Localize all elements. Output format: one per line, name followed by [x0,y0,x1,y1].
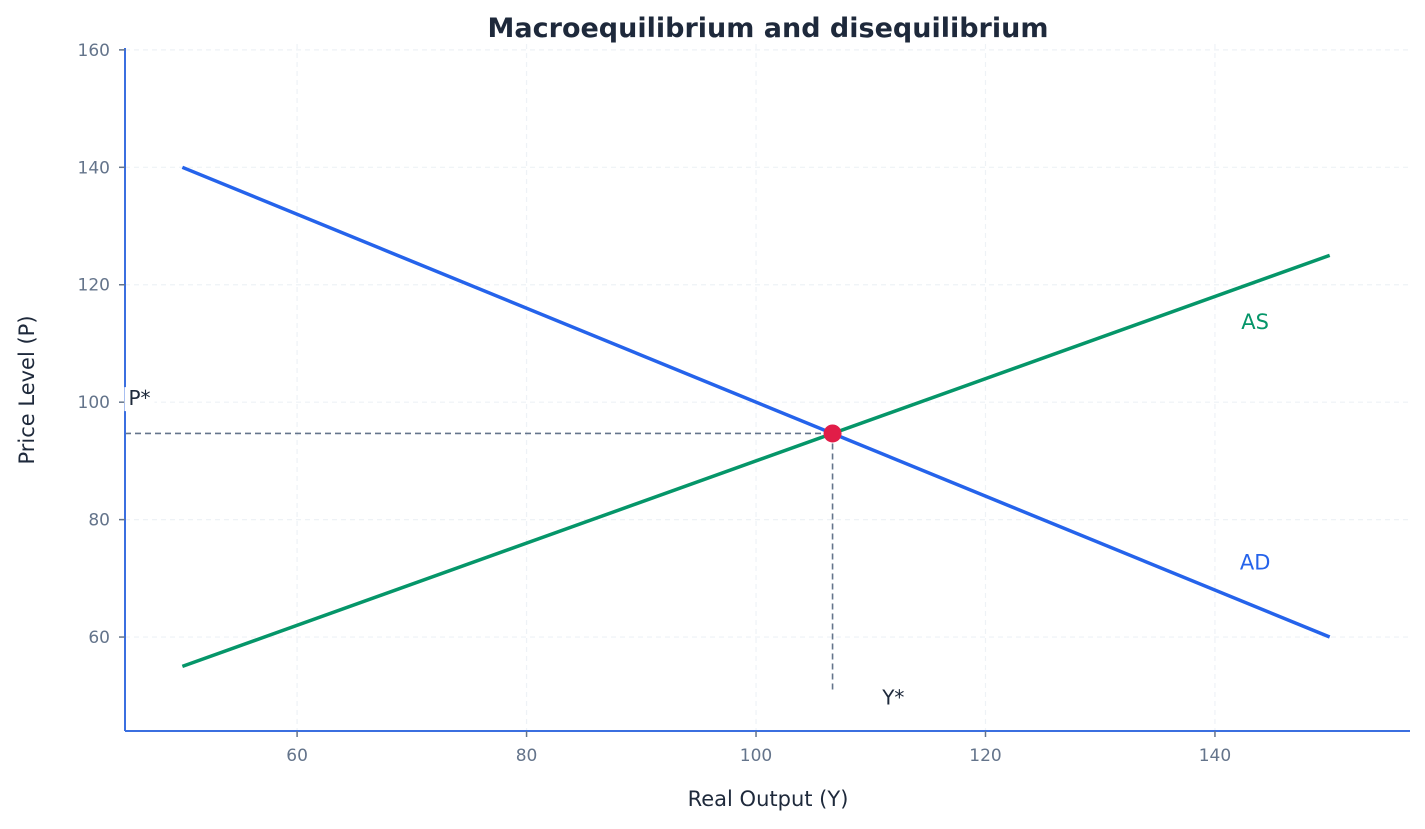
y-tick-label: 140 [78,158,110,178]
y-axis-label: Price Level (P) [15,315,39,464]
y-tick-label: 60 [88,628,110,648]
y-tick-label: 80 [88,511,110,531]
x-tick-label: 80 [516,746,538,766]
y-tick-label: 160 [78,41,110,61]
grid-lines [125,44,1410,731]
annotations: AD AS P* Y* [124,310,1270,710]
y-tick-label: 100 [78,393,110,413]
series-lines [181,165,1331,669]
chart-title: Macroequilibrium and disequilibrium [488,13,1049,44]
axes: 60 80 100 120 140 60 80 100 120 140 160 [78,41,1410,766]
x-axis-label: Real Output (Y) [688,787,849,811]
p-star-label: P* [128,386,150,410]
as-label: AS [1241,310,1269,334]
ad-label: AD [1240,551,1271,575]
equilibrium-guide-lines [125,432,834,690]
x-tick-label: 60 [286,746,308,766]
equilibrium-point [823,424,842,443]
x-tick-label: 140 [1199,746,1231,766]
as-curve [181,253,1331,669]
p-star-background [124,387,155,412]
x-tick-label: 120 [969,746,1001,766]
x-tick-label: 100 [740,746,772,766]
y-star-label: Y* [881,686,904,710]
y-tick-label: 120 [78,276,110,296]
ad-curve [181,165,1331,639]
